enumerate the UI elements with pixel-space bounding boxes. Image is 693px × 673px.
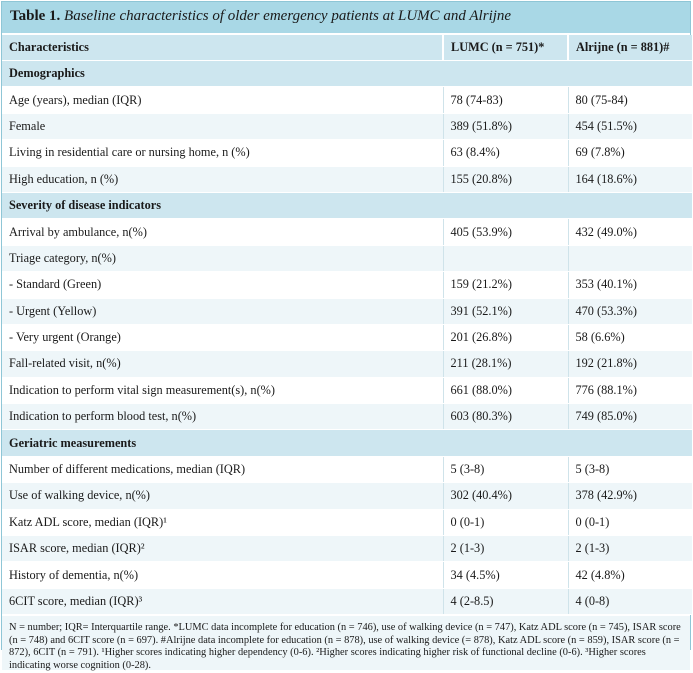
alrijne-value: 2 (1-3) — [567, 535, 692, 563]
table-row: ISAR score, median (IQR)² 2 (1-3) 2 (1-3) — [2, 535, 692, 563]
header-row: Characteristics LUMC (n = 751)* Alrijne … — [2, 35, 692, 61]
lumc-value: 389 (51.8%) — [442, 113, 568, 141]
table-body: Demographics Age (years), median (IQR) 78 … — [2, 60, 692, 616]
table-row: Age (years), median (IQR) 78 (74-83) 80 (7… — [2, 86, 692, 114]
lumc-value: 155 (20.8%) — [442, 166, 568, 193]
lumc-value: 391 (52.1%) — [442, 298, 568, 325]
row-label: Fall-related visit, n(%) — [2, 350, 443, 378]
row-label: ISAR score, median (IQR)² — [2, 535, 443, 563]
lumc-value: 661 (88.0%) — [442, 377, 568, 405]
table-row: Use of walking device, n(%) 302 (40.4%) 37… — [2, 482, 692, 510]
row-label: Female — [2, 113, 443, 141]
row-label: Living in residential care or nursing ho… — [2, 139, 443, 167]
lumc-value: 603 (80.3%) — [442, 403, 568, 431]
table-row: Living in residential care or nursing ho… — [2, 139, 692, 167]
row-label: Arrival by ambulance, n(%) — [2, 218, 443, 246]
lumc-value: 63 (8.4%) — [442, 139, 568, 167]
alrijne-value: 454 (51.5%) — [567, 113, 692, 141]
alrijne-value: 432 (49.0%) — [567, 218, 692, 246]
row-label: Age (years), median (IQR) — [2, 86, 443, 114]
table-row: - Very urgent (Orange) 201 (26.8%) 58 (6.6… — [2, 324, 692, 352]
row-label: Number of different medications, median … — [2, 456, 443, 484]
table-row: Katz ADL score, median (IQR)¹ 0 (0-1) 0 (0… — [2, 509, 692, 537]
lumc-value: 5 (3-8) — [442, 456, 568, 484]
alrijne-value: 378 (42.9%) — [567, 482, 692, 510]
table-row: Triage category, n(%) — [2, 245, 692, 273]
alrijne-value: 42 (4.8%) — [567, 561, 692, 589]
section-row: Severity of disease indicators — [2, 192, 692, 220]
section-row: Geriatric measurements — [2, 429, 692, 457]
row-label: Indication to perform blood test, n(%) — [2, 403, 443, 431]
baseline-table: Characteristics LUMC (n = 751)* Alrijne … — [2, 35, 692, 616]
table-caption: Baseline characteristics of older emerge… — [64, 8, 512, 24]
section-label: Demographics — [2, 60, 692, 88]
alrijne-value: 776 (88.1%) — [567, 377, 692, 405]
table-row: High education, n (%) 155 (20.8%) 164 (18.… — [2, 166, 692, 193]
table-row: Indication to perform vital sign measure… — [2, 377, 692, 405]
table-row: Arrival by ambulance, n(%) 405 (53.9%) 432… — [2, 218, 692, 246]
table-row: Female 389 (51.8%) 454 (51.5%) — [2, 113, 692, 141]
row-label: 6CIT score, median (IQR)³ — [2, 588, 443, 616]
alrijne-value — [567, 245, 692, 273]
lumc-value: 78 (74-83) — [442, 86, 568, 114]
table-row: History of dementia, n(%) 34 (4.5%) 42 (4.… — [2, 561, 692, 589]
row-label: - Very urgent (Orange) — [2, 324, 443, 352]
table-row: - Urgent (Yellow) 391 (52.1%) 470 (53.3%) — [2, 298, 692, 325]
table-row: 6CIT score, median (IQR)³ 4 (2-8.5) 4 (0-8… — [2, 588, 692, 616]
header-lumc: LUMC (n = 751)* — [443, 35, 569, 61]
lumc-value: 2 (1-3) — [442, 535, 568, 563]
lumc-value: 34 (4.5%) — [442, 561, 568, 589]
header-characteristics: Characteristics — [2, 35, 444, 61]
section-label: Severity of disease indicators — [2, 192, 692, 220]
alrijne-value: 164 (18.6%) — [567, 166, 692, 193]
lumc-value: 0 (0-1) — [442, 509, 568, 537]
row-label: Use of walking device, n(%) — [2, 482, 443, 510]
alrijne-value: 192 (21.8%) — [567, 350, 692, 378]
alrijne-value: 470 (53.3%) — [567, 298, 692, 325]
lumc-value: 201 (26.8%) — [442, 324, 568, 352]
alrijne-value: 0 (0-1) — [567, 509, 692, 537]
section-label: Geriatric measurements — [2, 429, 692, 457]
lumc-value: 405 (53.9%) — [442, 218, 568, 246]
lumc-value: 4 (2-8.5) — [442, 588, 568, 616]
table-label: Table 1. — [10, 8, 61, 24]
table-footnote: N = number; IQR= Interquartile range. *L… — [2, 615, 690, 671]
row-label: Katz ADL score, median (IQR)¹ — [2, 509, 443, 537]
table-row: Fall-related visit, n(%) 211 (28.1%) 192 (… — [2, 350, 692, 378]
lumc-value: 211 (28.1%) — [442, 350, 568, 378]
table-row: Indication to perform blood test, n(%) 60… — [2, 403, 692, 431]
table-row: Number of different medications, median … — [2, 456, 692, 484]
alrijne-value: 80 (75-84) — [567, 86, 692, 114]
row-label: High education, n (%) — [2, 166, 443, 193]
lumc-value — [442, 245, 568, 273]
section-row: Demographics — [2, 60, 692, 88]
lumc-value: 302 (40.4%) — [442, 482, 568, 510]
row-label: History of dementia, n(%) — [2, 561, 443, 589]
row-label: - Urgent (Yellow) — [2, 298, 443, 325]
row-label: Triage category, n(%) — [2, 245, 443, 273]
table-row: - Standard (Green) 159 (21.2%) 353 (40.1%) — [2, 271, 692, 299]
alrijne-value: 58 (6.6%) — [567, 324, 692, 352]
alrijne-value: 4 (0-8) — [567, 588, 692, 616]
alrijne-value: 5 (3-8) — [567, 456, 692, 484]
lumc-value: 159 (21.2%) — [442, 271, 568, 299]
header-alrijne: Alrijne (n = 881)# — [568, 35, 692, 61]
row-label: - Standard (Green) — [2, 271, 443, 299]
row-label: Indication to perform vital sign measure… — [2, 377, 443, 405]
table-title: Table 1. Baseline characteristics of old… — [2, 2, 690, 35]
alrijne-value: 69 (7.8%) — [567, 139, 692, 167]
alrijne-value: 749 (85.0%) — [567, 403, 692, 431]
alrijne-value: 353 (40.1%) — [567, 271, 692, 299]
